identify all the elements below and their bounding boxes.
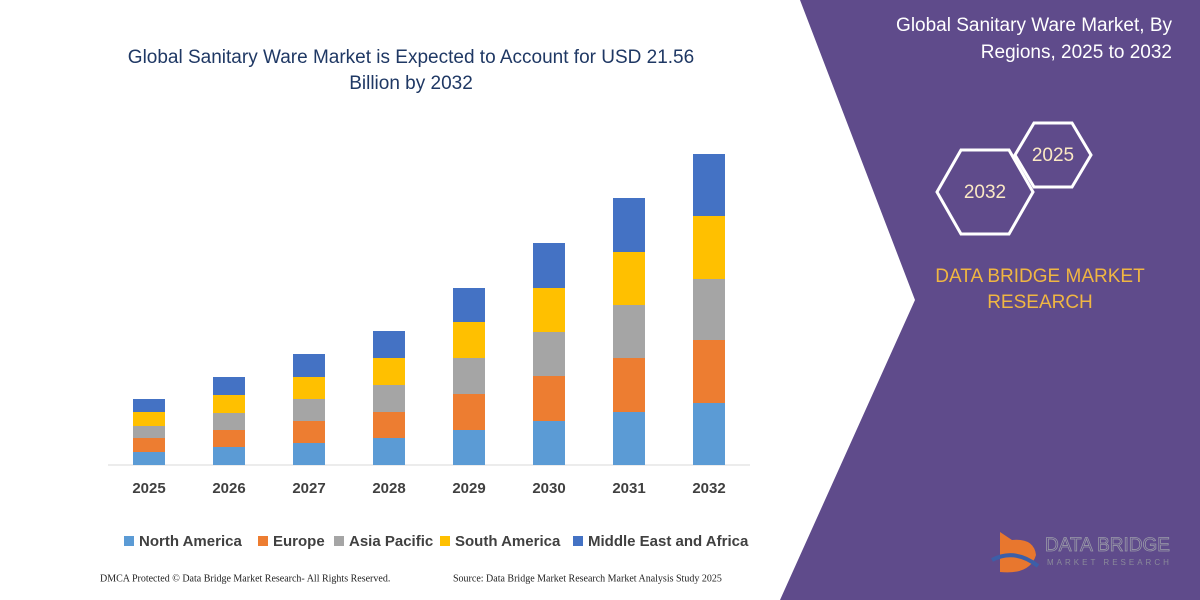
brand-text: RESEARCH [987, 292, 1093, 313]
legend-swatch [334, 536, 344, 546]
bar-segment [693, 216, 725, 279]
bar-segment [613, 198, 645, 252]
legend-swatch [124, 536, 134, 546]
x-tick-label: 2027 [292, 480, 325, 497]
legend-label: Middle East and Africa [588, 533, 749, 550]
chart-title: Global Sanitary Ware Market is Expected … [127, 47, 695, 94]
bar-segment [693, 279, 725, 340]
bar-segment [293, 354, 325, 377]
x-tick-label: 2030 [532, 480, 565, 497]
bar-segment [453, 288, 485, 322]
hexagon [1013, 121, 1093, 189]
x-tick-label: 2025 [132, 480, 165, 497]
bar-segment [133, 426, 165, 438]
bar-segment [373, 438, 405, 465]
bar-segment [693, 340, 725, 403]
bar-segment [373, 412, 405, 438]
bar-segment [373, 358, 405, 385]
bar-segment [613, 305, 645, 358]
bar-segment [453, 358, 485, 394]
logo-text: MARKET RESEARCH [1047, 558, 1172, 567]
legend-label: South America [455, 533, 561, 550]
bar-segment [613, 252, 645, 305]
bar-segment [133, 399, 165, 412]
bar-segment [293, 399, 325, 421]
logo-icon [1000, 532, 1036, 573]
bar-segment [213, 395, 245, 413]
hexagon-label: 2025 [1032, 145, 1074, 166]
brand-text: DATA BRIDGE MARKET [935, 266, 1145, 287]
x-tick-label: 2032 [692, 480, 725, 497]
legend-label: Asia Pacific [349, 533, 433, 550]
bar-segment [213, 377, 245, 395]
panel-title: Global Sanitary Ware Market, By Regions,… [896, 15, 1172, 63]
bar-segment [533, 376, 565, 421]
bar-segment [613, 412, 645, 465]
logo-icon [991, 553, 1040, 568]
bar-segment [453, 430, 485, 465]
bar-segment [453, 394, 485, 430]
bar-segment [453, 322, 485, 358]
legend-label: Europe [273, 533, 325, 550]
x-tick-label: 2028 [372, 480, 405, 497]
legend-swatch [258, 536, 268, 546]
footer-text: Source: Data Bridge Market Research Mark… [453, 573, 722, 584]
side-panel [780, 0, 1200, 600]
bar-segment [373, 385, 405, 412]
bar-segment [613, 358, 645, 412]
bar-segment [293, 421, 325, 443]
bar-segment [293, 377, 325, 399]
hexagon-label: 2032 [964, 182, 1006, 203]
footer-text: DMCA Protected © Data Bridge Market Rese… [100, 573, 390, 584]
bar-segment [693, 154, 725, 216]
legend-swatch [440, 536, 450, 546]
x-tick-label: 2026 [212, 480, 245, 497]
logo-text: DATA BRIDGE [1045, 535, 1170, 556]
legend-swatch [573, 536, 583, 546]
bar-segment [213, 430, 245, 447]
bar-segment [133, 452, 165, 465]
bar-segment [213, 447, 245, 465]
bar-segment [133, 412, 165, 426]
bar-segment [533, 332, 565, 376]
bar-segment [533, 288, 565, 332]
bar-segment [133, 438, 165, 452]
hexagon [935, 148, 1035, 236]
legend-label: North America [139, 533, 242, 550]
bar-segment [533, 243, 565, 288]
bar-segment [293, 443, 325, 465]
x-tick-label: 2029 [452, 480, 485, 497]
bar-segment [213, 413, 245, 430]
bar-segment [693, 403, 725, 465]
x-tick-label: 2031 [612, 480, 645, 497]
bar-segment [373, 331, 405, 358]
bar-segment [533, 421, 565, 465]
